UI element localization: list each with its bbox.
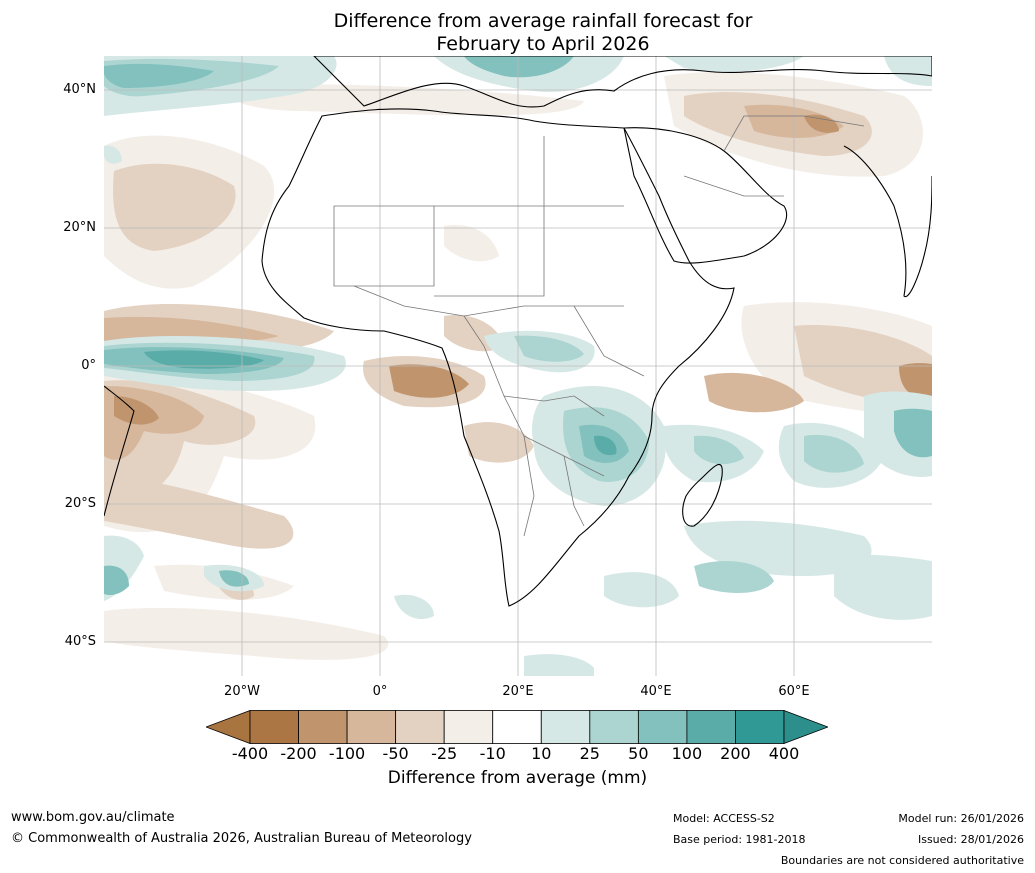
lon-label-60e: 60°E: [778, 684, 810, 699]
colorbar-box: [637, 710, 688, 744]
footer-disclaimer: Boundaries are not considered authoritat…: [780, 854, 1024, 867]
colorbar-svg: [204, 709, 830, 745]
colorbar-tick-label: -400: [231, 744, 269, 763]
colorbar-extend-high: [783, 709, 830, 745]
lat-label-20s: 20°S: [64, 496, 96, 511]
colorbar-tick-label: -100: [328, 744, 366, 763]
lon-label-40e: 40°E: [640, 684, 672, 699]
footer-issued: Issued: 28/01/2026: [917, 833, 1024, 846]
africa-coastline: [261, 108, 735, 607]
madagascar-coastline: [682, 464, 723, 527]
lat-label-20n: 20°N: [63, 220, 96, 235]
title-line-1: Difference from average rainfall forecas…: [333, 10, 753, 32]
south-america-coastline: [104, 385, 135, 517]
colorbar: [204, 709, 830, 745]
arabia-coastline: [623, 127, 788, 264]
lon-label-20e: 20°E: [502, 684, 534, 699]
footer-url: www.bom.gov.au/climate: [11, 810, 175, 825]
colorbar-tick-label: 100: [671, 744, 703, 763]
colorbar-tick-label: 200: [720, 744, 751, 763]
colorbar-tick-label: -200: [280, 744, 317, 763]
colorbar-box: [443, 710, 494, 744]
lon-label-0: 0°: [372, 684, 388, 699]
graticule: [104, 56, 932, 676]
europe-coastline: [313, 56, 932, 108]
dry-anomaly-areas: [104, 72, 932, 660]
colorbar-tick-label: 400: [768, 744, 800, 763]
title-line-2: February to April 2026: [436, 33, 650, 55]
colorbar-extend-low: [204, 709, 251, 745]
lat-label-40s: 40°S: [64, 634, 96, 649]
rainfall-map: [104, 56, 932, 676]
colorbar-tick-label: -50: [382, 744, 409, 763]
colorbar-title: Difference from average (mm): [387, 768, 648, 788]
colorbar-tick-label: 25: [579, 744, 600, 763]
india-coastline: [843, 145, 932, 298]
colorbar-tick-label: -10: [479, 744, 506, 763]
footer-base-period: Base period: 1981-2018: [673, 833, 806, 846]
colorbar-tick-label: -25: [431, 744, 458, 763]
colorbar-box: [395, 710, 445, 744]
map-title: Difference from average rainfall forecas…: [0, 10, 1035, 56]
colorbar-box: [589, 710, 639, 744]
colorbar-box: [540, 710, 591, 744]
colorbar-box: [735, 710, 785, 744]
colorbar-tick-label: 10: [531, 744, 552, 763]
colorbar-tick-label: 50: [628, 744, 649, 763]
colorbar-box: [346, 710, 397, 744]
colorbar-box: [686, 710, 736, 744]
country-boundaries: [333, 115, 865, 537]
coastlines: [104, 56, 932, 607]
colorbar-box: [298, 710, 348, 744]
map-svg: [104, 56, 932, 676]
colorbar-box: [492, 710, 542, 744]
lat-label-0: 0°: [81, 358, 96, 373]
wet-anomaly-areas: [104, 56, 932, 676]
lon-label-20w: 20°W: [224, 684, 260, 699]
footer-copyright: © Commonwealth of Australia 2026, Austra…: [11, 831, 472, 846]
footer-model: Model: ACCESS-S2: [673, 812, 775, 825]
colorbar-box: [249, 710, 299, 744]
lat-label-40n: 40°N: [63, 82, 96, 97]
footer-model-run: Model run: 26/01/2026: [898, 812, 1024, 825]
